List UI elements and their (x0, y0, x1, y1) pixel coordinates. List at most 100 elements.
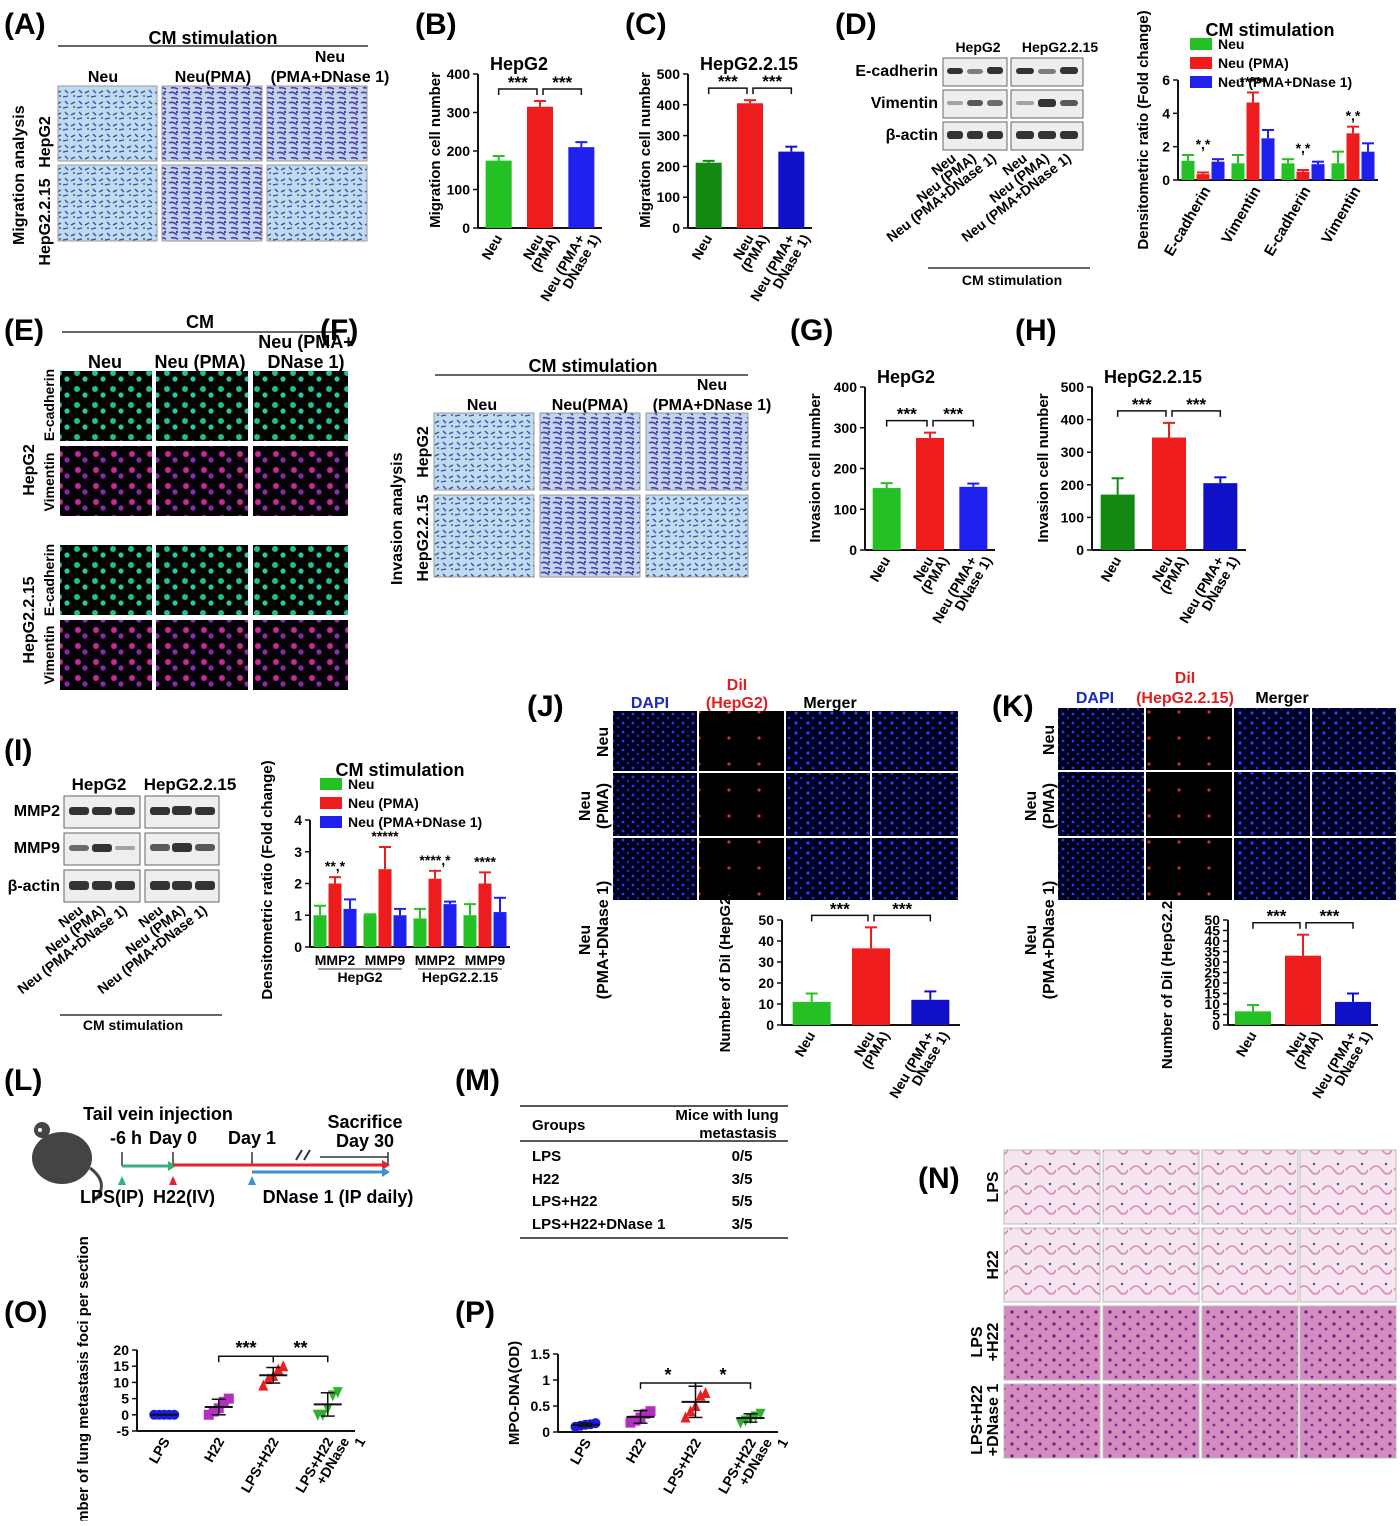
fluorescence-image (786, 773, 870, 836)
table-cell: H22 (532, 1171, 560, 1188)
y-tick-label: 30 (1204, 954, 1220, 970)
panel-label-j: (J) (527, 690, 564, 723)
y-tick-label: 10 (1204, 996, 1220, 1012)
histology-image (1102, 1305, 1200, 1381)
category-label: E-cadherin (1261, 184, 1314, 260)
category-label: Neu (791, 1029, 818, 1060)
blot-group-label: HepG2 (955, 39, 1000, 55)
table-header: metastasis (699, 1125, 777, 1142)
blot-band (150, 807, 170, 815)
data-point (278, 1360, 289, 1372)
y-tick-label: 0 (1212, 1017, 1220, 1033)
blot-band (172, 806, 192, 815)
blot-band (150, 844, 170, 851)
chart-title: HepG2 (490, 54, 548, 74)
panel-e-group-label: HepG2 (21, 444, 38, 496)
y-tick-label: 1.5 (531, 1346, 551, 1362)
fluorescence-image (872, 711, 958, 771)
panel-k-row-label: Neu (1023, 925, 1040, 955)
fluorescence-image (1058, 838, 1144, 900)
histology-image (1299, 1227, 1397, 1303)
y-tick-label: 0 (1162, 172, 1170, 188)
panel-d-blot: HepG2 HepG2.2.15 E-cadherin Vimentin β-a… (855, 39, 1098, 288)
significance-label: *** (1320, 907, 1340, 926)
panel-f-col-label: (PMA+DNase 1) (653, 397, 772, 414)
significance-bracket (272, 1355, 329, 1363)
panel-i-blot: (I) HepG2 HepG2.2.15 MMP2 MMP9 β-actin (4, 734, 236, 1033)
panel-label-m: (M) (455, 1064, 500, 1097)
significance-bracket (707, 87, 748, 95)
significance-bracket (932, 419, 975, 427)
histology-image (1299, 1305, 1397, 1381)
category-label: MMP9 (365, 952, 406, 968)
blot-band (967, 131, 983, 139)
panel-j-row-label: Neu (577, 925, 594, 955)
y-tick-label: 5 (121, 1391, 129, 1407)
bar (478, 883, 492, 947)
bar (778, 151, 805, 228)
panel-j-row-label: (PMA) (595, 783, 612, 829)
group-label: HepG2.2.15 (422, 969, 498, 985)
legend-swatch (320, 797, 342, 809)
panel-a-col-label: Neu(PMA) (175, 69, 251, 86)
table-cell: LPS+H22 (532, 1193, 597, 1210)
blot-band (1016, 101, 1034, 105)
histology-image (1003, 1383, 1101, 1459)
y-tick-label: 0 (294, 939, 302, 955)
bar (363, 915, 377, 947)
significance-label: * (664, 1365, 671, 1385)
blot-group-label: HepG2.2.15 (1022, 39, 1098, 55)
dnase-arrow-head (382, 1167, 390, 1177)
fluorescence-image (786, 838, 870, 900)
y-tick-label: 300 (447, 105, 471, 121)
lps-marker (118, 1176, 126, 1185)
panel-a-row-label: HepG2.2.15 (37, 178, 54, 265)
significance-label: *,* (1296, 140, 1311, 156)
micrograph (266, 164, 368, 242)
legend-label: Neu (348, 776, 374, 792)
blot-row-label: β-actin (8, 878, 60, 895)
panel-n-row-label: +H22 (985, 1323, 1002, 1362)
legend-label: Neu (1218, 36, 1244, 52)
significance-label: *,* (1346, 108, 1361, 124)
panel-label-l: (L) (4, 1064, 42, 1097)
timeline-label: DNase 1 (IP daily) (263, 1187, 414, 1207)
panel-j-row-label: (PMA+DNase 1) (595, 881, 612, 1000)
fluorescence-image (156, 620, 248, 690)
panel-n-row-label: LPS (985, 1171, 1002, 1202)
y-tick-label: 1 (542, 1372, 550, 1388)
blot-group-label: HepG2.2.15 (144, 775, 237, 794)
chart-i: 0 1 2 3 4 Densitometric ratio (Fold change) CM… (259, 760, 510, 1000)
table-cell: 0/5 (732, 1148, 753, 1165)
data-point (680, 1411, 691, 1423)
y-tick-label: 1 (294, 907, 302, 923)
histology-image (1201, 1149, 1299, 1225)
category-label: LPS+H22 (660, 1435, 705, 1496)
blot-band (195, 881, 215, 890)
histology-image (1003, 1149, 1101, 1225)
y-tick-label: 0 (766, 1017, 774, 1033)
significance-bracket (752, 87, 793, 95)
y-tick-label: 40 (1204, 933, 1220, 949)
y-tick-label: 2 (294, 876, 302, 892)
category-label: Neu (866, 554, 893, 585)
y-tick-label: 4 (294, 812, 302, 828)
blot-footer: CM stimulation (962, 272, 1062, 288)
significance-label: *** (892, 899, 912, 918)
chart-title: HepG2 (877, 367, 935, 387)
y-tick-label: 20 (758, 975, 774, 991)
panel-e-col-label: Neu (PMA+ (258, 332, 354, 352)
blot-band (69, 807, 89, 815)
bar (485, 160, 512, 228)
bar (911, 999, 950, 1025)
bar (328, 883, 342, 947)
chart-g: 0 100 200 300 400 Invasion cell number HepG2 Ne… (807, 367, 995, 626)
y-tick-label: 0 (1076, 542, 1084, 558)
micrograph (57, 164, 158, 242)
significance-label: **** (474, 853, 496, 869)
lps-arrow-head (168, 1161, 176, 1171)
blot-band (92, 844, 112, 852)
significance-bracket (497, 88, 538, 95)
fluorescence-image (1146, 838, 1232, 900)
blot-band (172, 881, 192, 890)
